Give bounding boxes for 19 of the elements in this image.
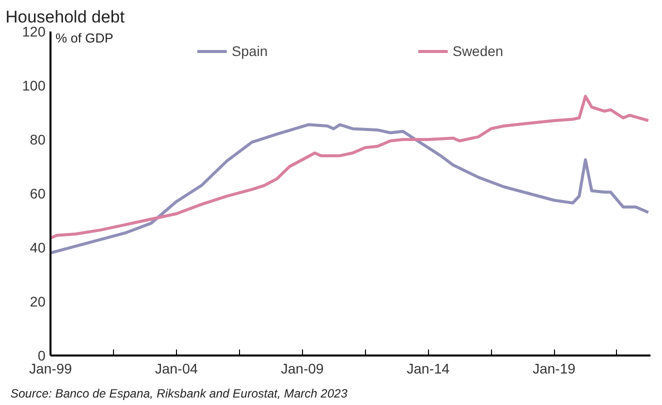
legend-label: Spain (232, 43, 268, 59)
y-tick-label: 120 (22, 24, 46, 40)
y-tick-label: 0 (38, 348, 46, 364)
y-axis-title: % of GDP (56, 30, 114, 46)
x-tick-label: Jan-09 (280, 360, 324, 376)
legend-label: Sweden (452, 43, 504, 59)
x-tick-label: Jan-04 (154, 360, 198, 376)
line-series (50, 94, 650, 240)
y-tick-label: 40 (30, 240, 46, 256)
chart-title: Household debt (6, 8, 125, 26)
source-note: Source: Banco de Espana, Riksbank and Eurostat, March 2023 (10, 386, 348, 400)
x-tick-label: Jan-19 (532, 360, 576, 376)
x-tick-label: Jan-14 (406, 360, 450, 376)
x-tick-label: Jan-99 (29, 360, 72, 376)
y-tick-label: 80 (30, 132, 46, 148)
y-tick-label: 60 (30, 186, 46, 202)
y-tick-label: 20 (30, 294, 46, 310)
line-series (50, 123, 650, 254)
y-tick-label: 100 (22, 78, 46, 94)
